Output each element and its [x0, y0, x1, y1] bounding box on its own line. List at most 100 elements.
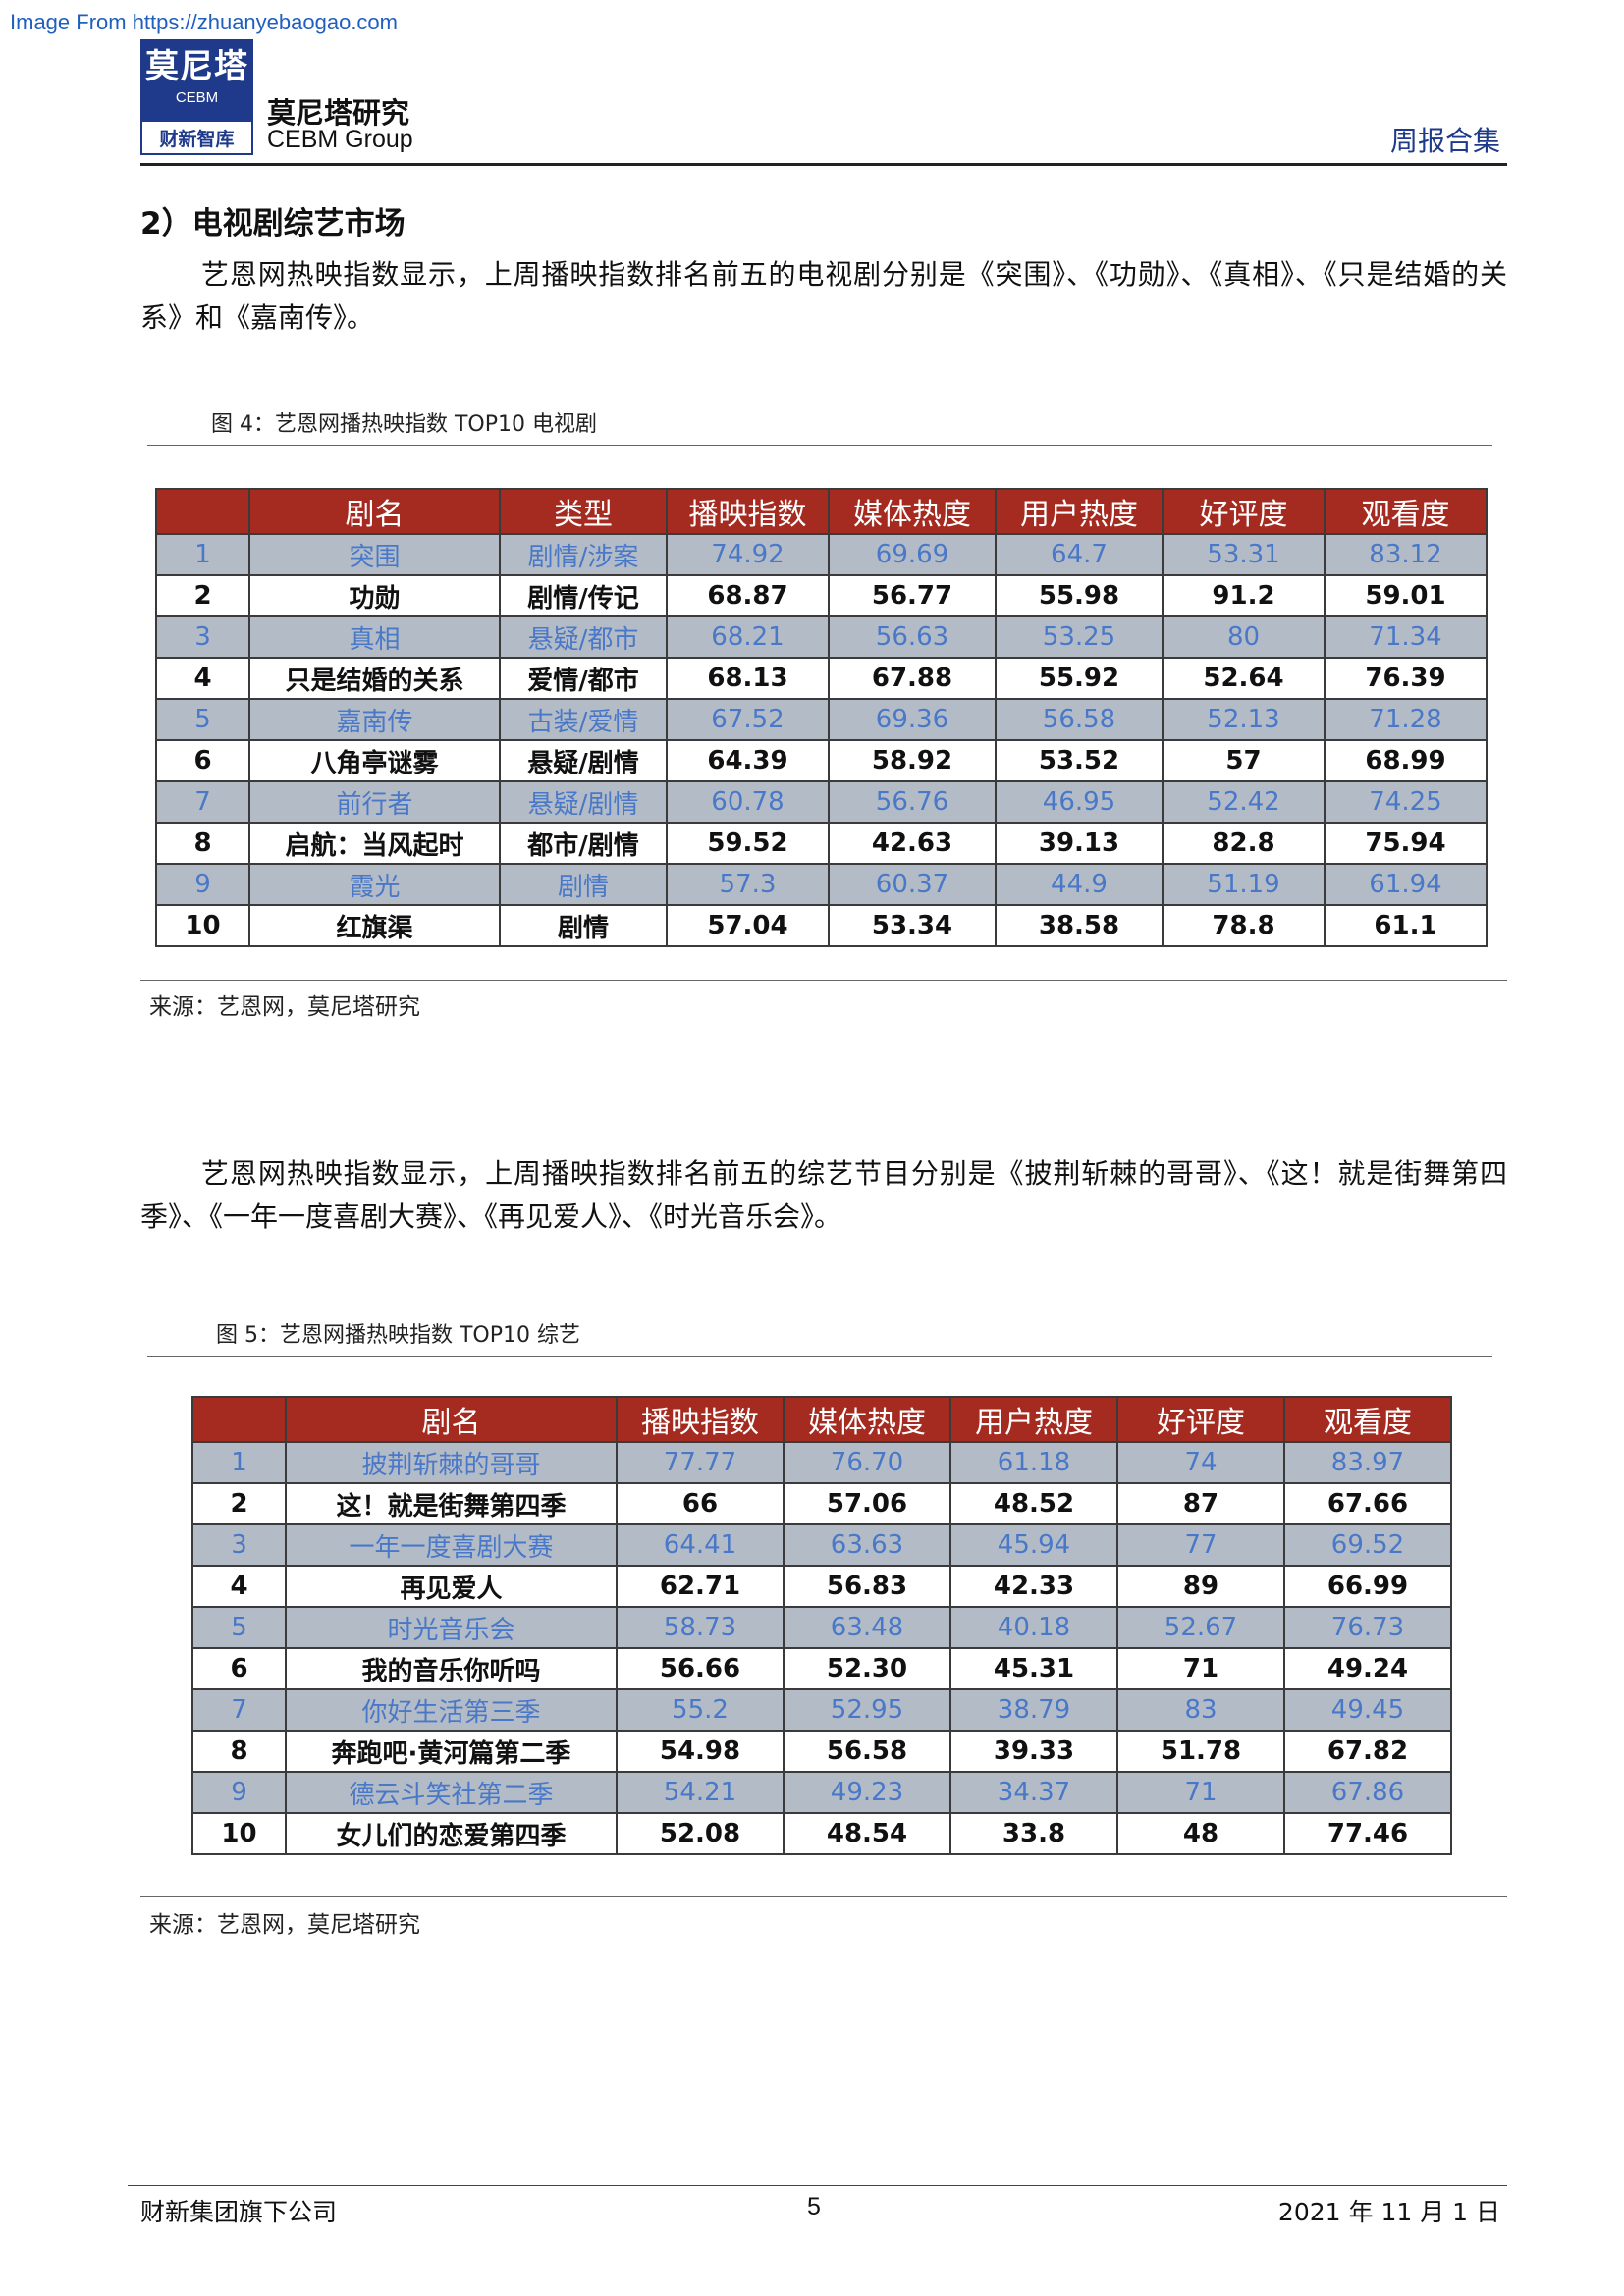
- value-cell: 63.63: [783, 1523, 951, 1567]
- figure-4-source: 来源：艺恩网，莫尼塔研究: [149, 994, 420, 1020]
- value-cell: 54.98: [616, 1730, 785, 1773]
- header-cell: 媒体热度: [828, 488, 997, 535]
- header-cell: 剧名: [285, 1396, 618, 1443]
- header-cell: 剧名: [248, 488, 501, 535]
- figure-5-top-rule: [147, 1356, 1492, 1357]
- value-cell: 91.2: [1162, 574, 1326, 617]
- rank-cell: 8: [155, 822, 250, 865]
- header-cell: 观看度: [1324, 488, 1488, 535]
- value-cell: 67.52: [666, 698, 830, 741]
- title-cell: 只是结婚的关系: [248, 657, 501, 700]
- header-divider: [140, 163, 1507, 166]
- rank-cell: 9: [155, 863, 250, 906]
- value-cell: 71: [1116, 1647, 1285, 1690]
- value-cell: 77: [1116, 1523, 1285, 1567]
- title-cell: 我的音乐你听吗: [285, 1647, 618, 1690]
- table-row: 10 女儿们的恋爱第四季 52.08 48.54 33.8 48 77.46: [191, 1812, 1452, 1855]
- value-cell: 83.12: [1324, 533, 1488, 576]
- figure-5-bottom-rule: [140, 1896, 1507, 1897]
- rank-cell: 4: [191, 1565, 287, 1608]
- table-row: 7 前行者 悬疑/剧情 60.78 56.76 46.95 52.42 74.25: [155, 780, 1488, 824]
- variety-show-table: 剧名 播映指数 媒体热度 用户热度 好评度 观看度 1 披荆斩棘的哥哥 77.77 76.70 6…: [191, 1396, 1452, 1855]
- cebm-logo: 莫尼塔 CEBM 财新智库: [140, 39, 253, 155]
- value-cell: 56.76: [828, 780, 997, 824]
- header-cell: 用户热度: [995, 488, 1164, 535]
- table-row: 5 时光音乐会 58.73 63.48 40.18 52.67 76.73: [191, 1606, 1452, 1649]
- value-cell: 60.37: [828, 863, 997, 906]
- value-cell: 38.79: [949, 1688, 1118, 1732]
- figure-5-source: 来源：艺恩网，莫尼塔研究: [149, 1912, 420, 1938]
- rank-cell: 7: [155, 780, 250, 824]
- header-cell-rank: [155, 488, 250, 535]
- value-cell: 67.86: [1283, 1771, 1452, 1814]
- table-row: 4 再见爱人 62.71 56.83 42.33 89 66.99: [191, 1565, 1452, 1608]
- value-cell: 52.13: [1162, 698, 1326, 741]
- table-row: 3 真相 悬疑/都市 68.21 56.63 53.25 80 71.34: [155, 615, 1488, 659]
- value-cell: 悬疑/剧情: [499, 780, 668, 824]
- value-cell: 83: [1116, 1688, 1285, 1732]
- value-cell: 67.82: [1283, 1730, 1452, 1773]
- value-cell: 77.46: [1283, 1812, 1452, 1855]
- title-cell: 时光音乐会: [285, 1606, 618, 1649]
- watermark-text[interactable]: Image From https://zhuanyebaogao.com: [10, 10, 398, 34]
- value-cell: 悬疑/都市: [499, 615, 668, 659]
- value-cell: 66: [616, 1482, 785, 1525]
- value-cell: 48.52: [949, 1482, 1118, 1525]
- table-row: 9 德云斗笑社第二季 54.21 49.23 34.37 71 67.86: [191, 1771, 1452, 1814]
- value-cell: 57.3: [666, 863, 830, 906]
- title-cell: 嘉南传: [248, 698, 501, 741]
- value-cell: 55.2: [616, 1688, 785, 1732]
- value-cell: 57: [1162, 739, 1326, 782]
- value-cell: 49.24: [1283, 1647, 1452, 1690]
- table-row: 8 启航：当风起时 都市/剧情 59.52 42.63 39.13 82.8 75.94: [155, 822, 1488, 865]
- value-cell: 56.77: [828, 574, 997, 617]
- value-cell: 48: [1116, 1812, 1285, 1855]
- value-cell: 57.04: [666, 904, 830, 947]
- value-cell: 56.66: [616, 1647, 785, 1690]
- value-cell: 爱情/都市: [499, 657, 668, 700]
- value-cell: 48.54: [783, 1812, 951, 1855]
- rank-cell: 8: [191, 1730, 287, 1773]
- rank-cell: 7: [191, 1688, 287, 1732]
- report-type-label: 周报合集: [1389, 125, 1500, 157]
- value-cell: 剧情/传记: [499, 574, 668, 617]
- value-cell: 63.48: [783, 1606, 951, 1649]
- value-cell: 68.87: [666, 574, 830, 617]
- figure-4-bottom-rule: [140, 980, 1507, 981]
- value-cell: 52.30: [783, 1647, 951, 1690]
- logo-sub-text: CEBM: [175, 89, 219, 106]
- value-cell: 38.58: [995, 904, 1164, 947]
- table-row: 2 功勋 剧情/传记 68.87 56.77 55.98 91.2 59.01: [155, 574, 1488, 617]
- value-cell: 46.95: [995, 780, 1164, 824]
- section-title: 2）电视剧综艺市场: [140, 206, 406, 241]
- value-cell: 83.97: [1283, 1441, 1452, 1484]
- value-cell: 55.92: [995, 657, 1164, 700]
- value-cell: 71.34: [1324, 615, 1488, 659]
- figure-4-caption: 图 4：艺恩网播热映指数 TOP10 电视剧: [211, 412, 597, 437]
- value-cell: 64.41: [616, 1523, 785, 1567]
- rank-cell: 1: [191, 1441, 287, 1484]
- value-cell: 58.92: [828, 739, 997, 782]
- value-cell: 56.63: [828, 615, 997, 659]
- title-cell: 女儿们的恋爱第四季: [285, 1812, 618, 1855]
- rank-cell: 6: [191, 1647, 287, 1690]
- rank-cell: 2: [155, 574, 250, 617]
- value-cell: 剧情: [499, 904, 668, 947]
- header-cell: 好评度: [1116, 1396, 1285, 1443]
- table-row: 3 一年一度喜剧大赛 64.41 63.63 45.94 77 69.52: [191, 1523, 1452, 1567]
- rank-cell: 9: [191, 1771, 287, 1814]
- value-cell: 61.18: [949, 1441, 1118, 1484]
- value-cell: 57.06: [783, 1482, 951, 1525]
- value-cell: 53.52: [995, 739, 1164, 782]
- value-cell: 74.92: [666, 533, 830, 576]
- table-row: 9 霞光 剧情 57.3 60.37 44.9 51.19 61.94: [155, 863, 1488, 906]
- table-row: 8 奔跑吧·黄河篇第二季 54.98 56.58 39.33 51.78 67.82: [191, 1730, 1452, 1773]
- title-cell: 霞光: [248, 863, 501, 906]
- rank-cell: 3: [191, 1523, 287, 1567]
- value-cell: 45.94: [949, 1523, 1118, 1567]
- title-cell: 你好生活第三季: [285, 1688, 618, 1732]
- title-cell: 功勋: [248, 574, 501, 617]
- table-row: 1 披荆斩棘的哥哥 77.77 76.70 61.18 74 83.97: [191, 1441, 1452, 1484]
- footer-date: 2021 年 11 月 1 日: [1277, 2198, 1500, 2226]
- value-cell: 61.1: [1324, 904, 1488, 947]
